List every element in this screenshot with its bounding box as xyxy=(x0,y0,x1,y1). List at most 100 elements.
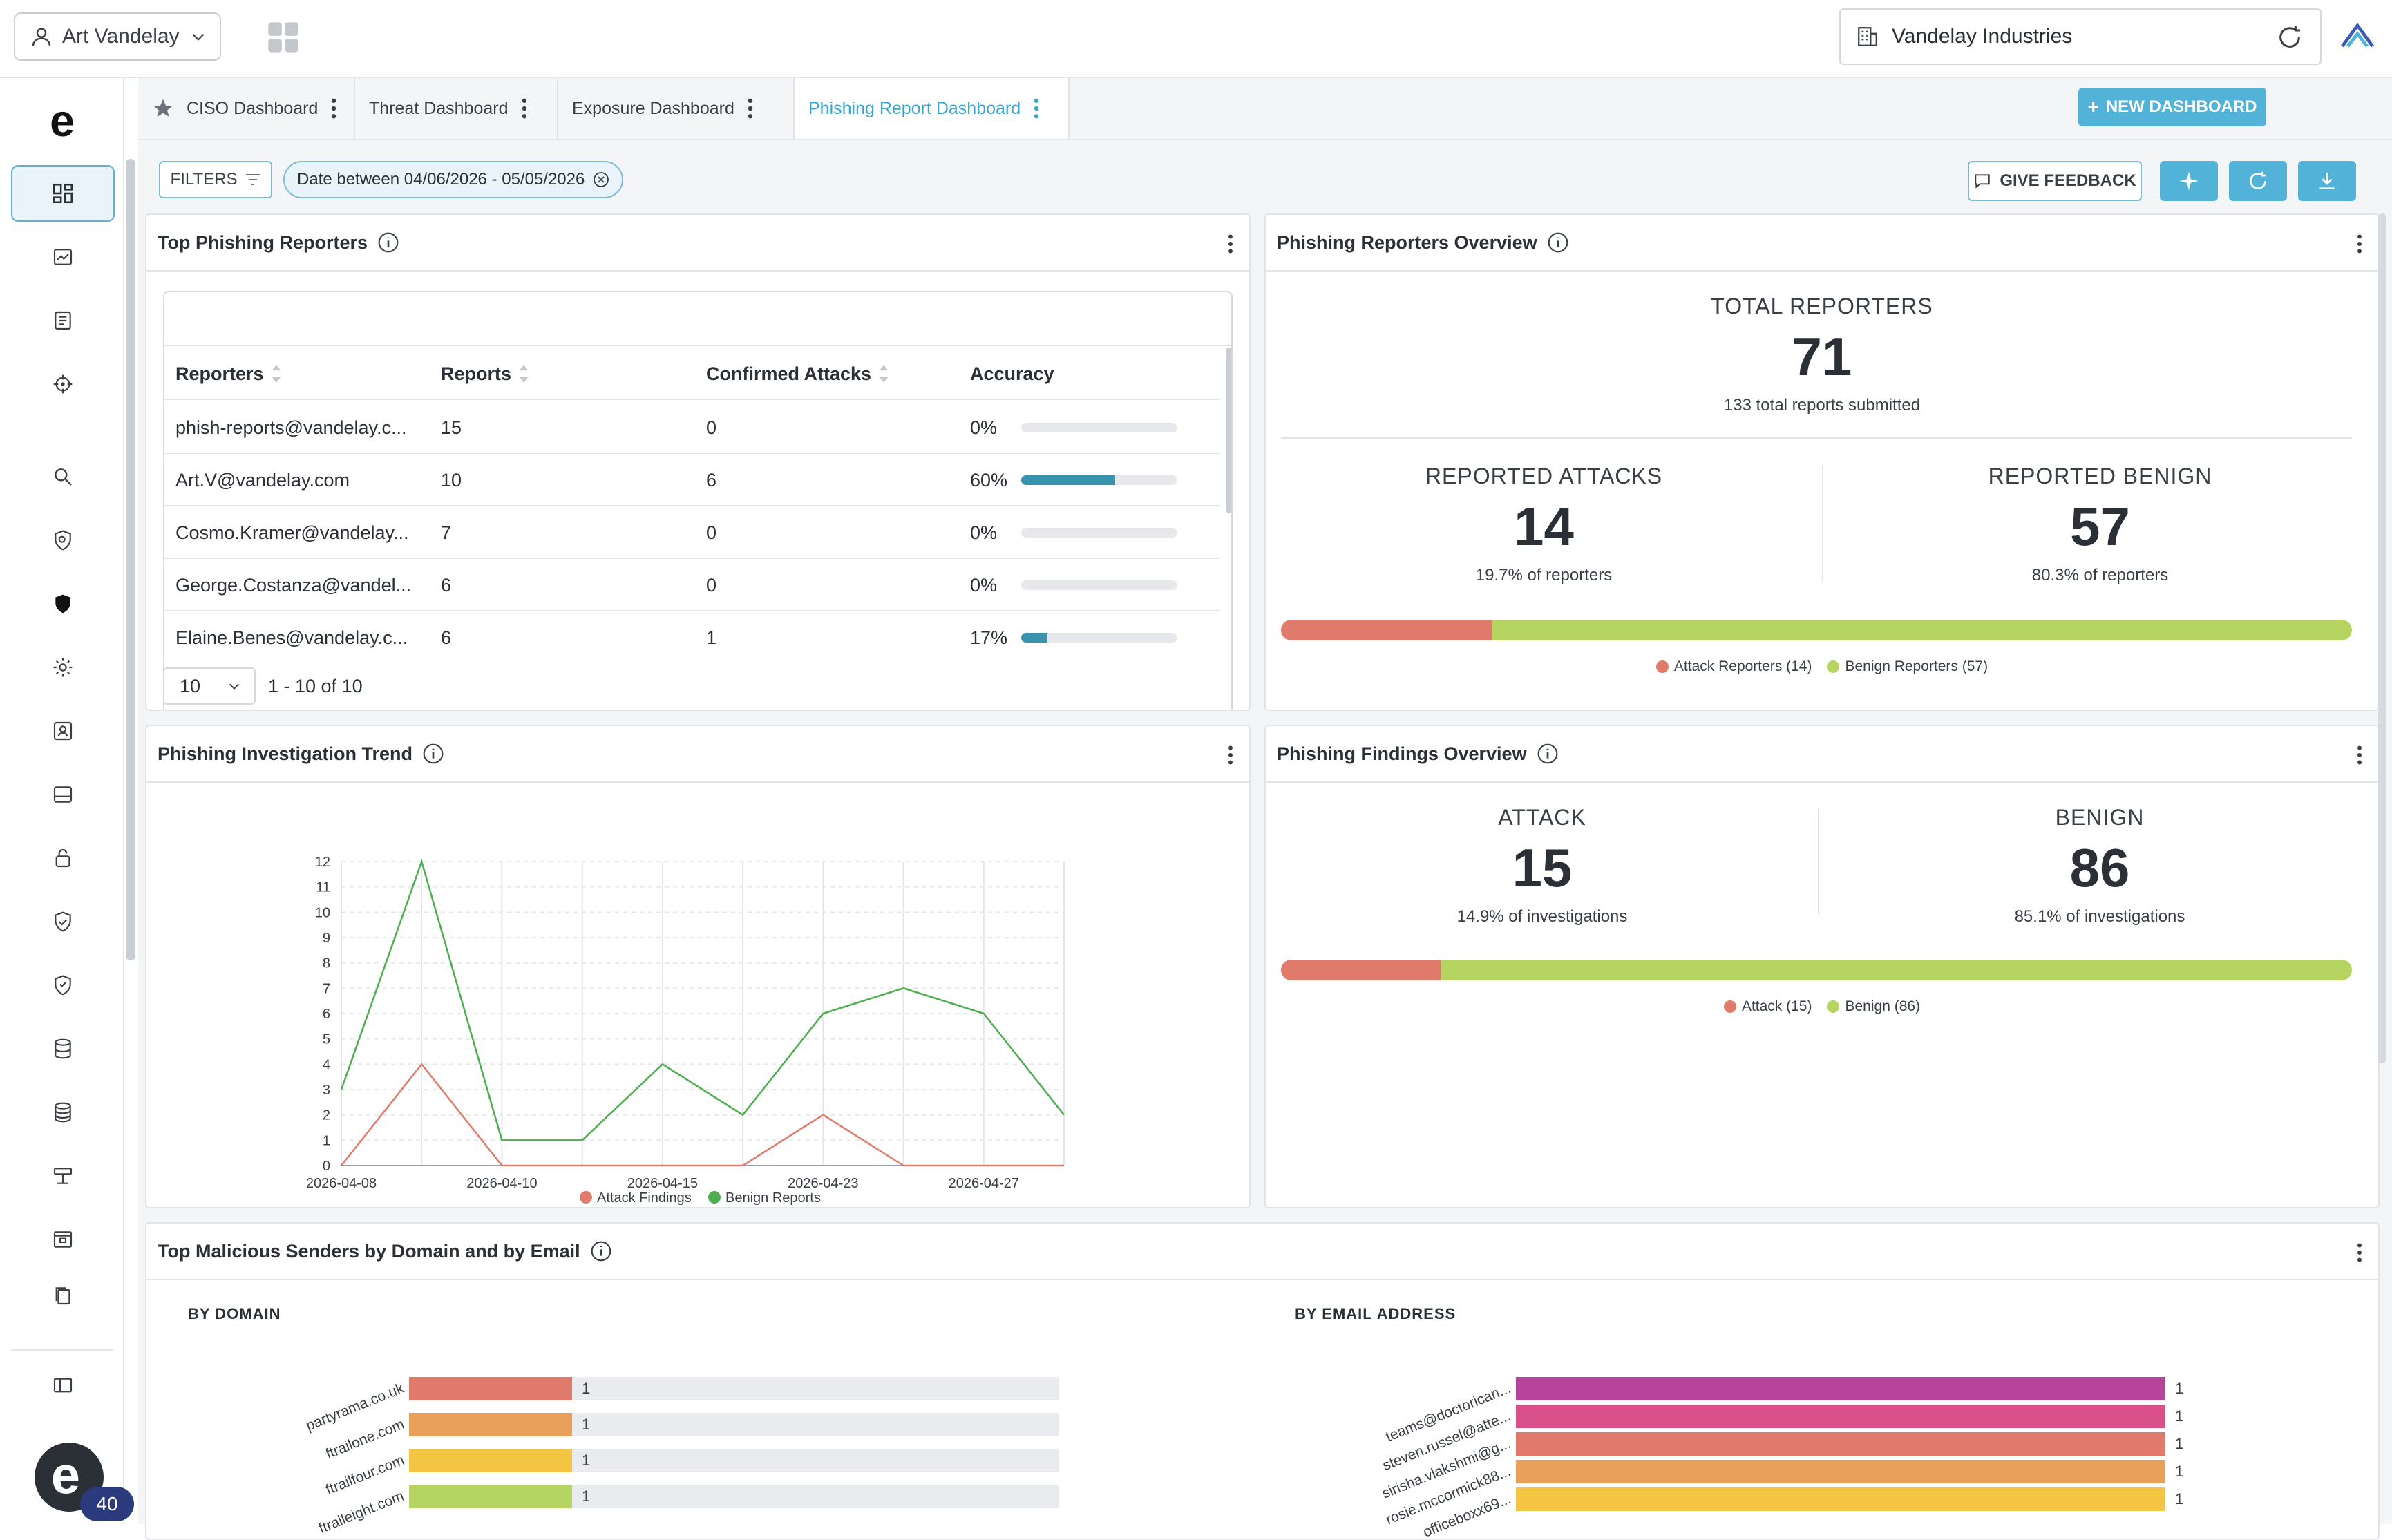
benign-segment[interactable] xyxy=(1440,960,2352,980)
kebab-menu-icon[interactable] xyxy=(1033,98,1040,119)
legend-item-attack[interactable]: Attack (15) xyxy=(1723,998,1812,1015)
bar-row[interactable]: 1 xyxy=(1516,1405,2183,1429)
tab-ciso-dashboard[interactable]: CISO Dashboard xyxy=(138,78,355,139)
ai-assist-button[interactable] xyxy=(2160,161,2218,201)
y-tick-label: 11 xyxy=(316,880,330,895)
bar-row[interactable]: 1 xyxy=(1516,1487,2183,1512)
column-header-reporters[interactable]: Reporters xyxy=(175,348,424,400)
close-circle-icon[interactable] xyxy=(593,171,609,188)
bar[interactable] xyxy=(1516,1405,2165,1429)
bar-row[interactable]: 1 xyxy=(1516,1432,2183,1456)
kebab-menu-icon[interactable] xyxy=(2356,745,2363,765)
tab-threat-dashboard[interactable]: Threat Dashboard xyxy=(355,78,558,139)
user-menu-button[interactable]: Art Vandelay xyxy=(14,12,221,61)
confirmed-count: 0 xyxy=(706,574,717,596)
table-row[interactable]: George.Costanza@vandel... 6 0 0% xyxy=(164,559,1220,611)
bar[interactable] xyxy=(1516,1432,2165,1456)
refresh-icon[interactable] xyxy=(2276,23,2304,51)
legend-item-benign[interactable]: Benign (86) xyxy=(1827,998,1920,1015)
info-icon[interactable] xyxy=(377,231,399,254)
accuracy-bar xyxy=(1021,423,1177,432)
bar-row[interactable]: 1 xyxy=(409,1485,1059,1508)
sidebar-item-devices[interactable] xyxy=(11,766,115,823)
kebab-menu-icon[interactable] xyxy=(2356,234,2363,254)
sidebar-item-search[interactable] xyxy=(11,448,115,505)
bar[interactable] xyxy=(409,1485,572,1508)
sidebar-item-collapse[interactable] xyxy=(11,1365,115,1406)
sidebar-item-threat-hunting[interactable] xyxy=(11,512,115,569)
page-scrollbar[interactable] xyxy=(2378,213,2386,1063)
app-grid-icon[interactable] xyxy=(265,19,301,55)
kebab-menu-icon[interactable] xyxy=(521,98,528,119)
sidebar-item-targets[interactable] xyxy=(11,356,115,412)
info-icon[interactable] xyxy=(1537,743,1559,765)
give-feedback-button[interactable]: GIVE FEEDBACK xyxy=(1968,161,2142,201)
bar[interactable] xyxy=(409,1413,572,1436)
sidebar-item-settings[interactable] xyxy=(11,639,115,696)
findings-split-bar xyxy=(1281,960,2352,980)
kebab-menu-icon[interactable] xyxy=(747,98,754,119)
bar[interactable] xyxy=(1516,1460,2165,1484)
table-scrollbar[interactable] xyxy=(1226,348,1231,513)
download-button[interactable] xyxy=(2298,161,2356,201)
table-row[interactable]: Elaine.Benes@vandelay.c... 6 1 17% xyxy=(164,611,1220,664)
benign-segment[interactable] xyxy=(1492,620,2352,640)
sidebar-item-analytics[interactable] xyxy=(11,229,115,285)
info-icon[interactable] xyxy=(590,1240,612,1262)
organization-selector[interactable]: Vandelay Industries xyxy=(1839,8,2322,65)
sidebar-item-archive[interactable] xyxy=(11,1211,115,1268)
kebab-menu-icon[interactable] xyxy=(1227,234,1234,254)
sidebar-item-protection[interactable] xyxy=(11,893,115,950)
bar[interactable] xyxy=(409,1377,572,1400)
filters-button[interactable]: FILTERS xyxy=(159,161,272,198)
sidebar-item-reports[interactable] xyxy=(11,292,115,349)
info-icon[interactable] xyxy=(1547,231,1569,254)
table-row[interactable]: phish-reports@vandelay.c... 15 0 0% xyxy=(164,401,1220,454)
bar[interactable] xyxy=(1516,1487,2165,1512)
tab-phishing-report-dashboard[interactable]: Phishing Report Dashboard xyxy=(795,78,1070,139)
legend-item-attack[interactable]: Attack Reporters (14) xyxy=(1655,658,1812,675)
column-header-reports[interactable]: Reports xyxy=(441,348,529,400)
sidebar-item-security[interactable] xyxy=(11,576,115,632)
kebab-menu-icon[interactable] xyxy=(330,98,337,119)
by-email-label: BY EMAIL ADDRESS xyxy=(1295,1305,1456,1322)
sidebar-scrollbar[interactable] xyxy=(126,159,135,960)
bar[interactable] xyxy=(409,1449,572,1472)
sidebar-item-network[interactable] xyxy=(11,1148,115,1204)
notification-badge: 40 xyxy=(80,1487,134,1521)
sidebar-item-identities[interactable] xyxy=(11,703,115,759)
column-header-accuracy[interactable]: Accuracy xyxy=(970,363,1054,384)
bar-row[interactable]: 1 xyxy=(409,1413,1059,1436)
column-header-confirmed-attacks[interactable]: Confirmed Attacks xyxy=(706,348,889,400)
sidebar-item-data[interactable] xyxy=(11,1020,115,1077)
new-dashboard-button[interactable]: + NEW DASHBOARD xyxy=(2078,88,2266,126)
reports-count: 6 xyxy=(441,627,452,648)
refresh-icon xyxy=(2250,171,2267,190)
sidebar-item-files[interactable] xyxy=(11,1275,115,1316)
attack-segment[interactable] xyxy=(1281,960,1441,980)
sidebar-item-storage[interactable] xyxy=(11,1084,115,1141)
date-filter-chip[interactable]: Date between 04/06/2026 - 05/05/2026 xyxy=(283,161,624,198)
kebab-menu-icon[interactable] xyxy=(1227,745,1234,765)
bar-row[interactable]: 1 xyxy=(1516,1460,2183,1484)
accuracy-cell: 0% xyxy=(970,559,1177,611)
page-size-select[interactable]: 10 xyxy=(163,667,256,705)
table-row[interactable]: Cosmo.Kramer@vandelay... 7 0 0% xyxy=(164,506,1220,559)
info-icon[interactable] xyxy=(422,743,444,765)
bar-row[interactable]: 1 xyxy=(1516,1377,2183,1400)
sidebar-item-access[interactable] xyxy=(11,830,115,886)
table-row[interactable]: Art.V@vandelay.com 10 6 60% xyxy=(164,454,1220,506)
chart-icon xyxy=(53,249,73,265)
assistant-button[interactable]: e xyxy=(35,1443,104,1512)
bar-row[interactable]: 1 xyxy=(409,1449,1059,1472)
sidebar-item-dashboards[interactable] xyxy=(11,165,115,222)
sidebar-item-compliance[interactable] xyxy=(11,957,115,1014)
bar-row[interactable]: 1 xyxy=(409,1377,1059,1400)
legend-item-benign[interactable]: Benign Reporters (57) xyxy=(1827,658,1988,675)
attack-segment[interactable] xyxy=(1281,620,1492,640)
y-tick-label: 4 xyxy=(323,1057,330,1072)
bar[interactable] xyxy=(1516,1377,2165,1400)
refresh-button[interactable] xyxy=(2229,161,2287,201)
tab-exposure-dashboard[interactable]: Exposure Dashboard xyxy=(558,78,795,139)
kebab-menu-icon[interactable] xyxy=(2356,1243,2363,1262)
